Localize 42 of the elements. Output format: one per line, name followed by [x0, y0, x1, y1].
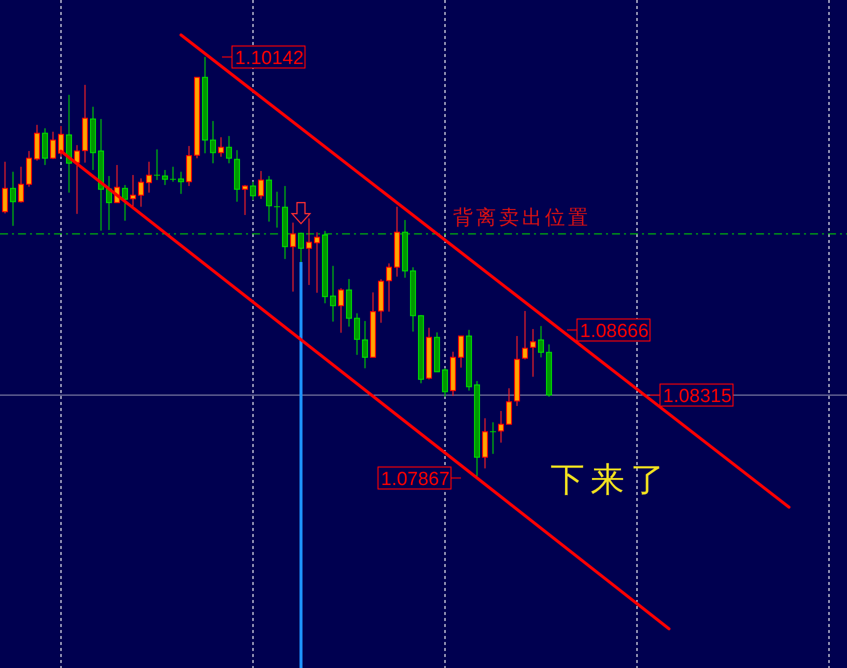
candlestick	[290, 222, 296, 292]
annotation: 下来了	[550, 460, 671, 500]
annotation: 1.07867	[381, 469, 450, 490]
annotation: 1.08666	[580, 321, 649, 342]
candlestick	[506, 388, 512, 425]
candlestick	[338, 288, 344, 334]
candlestick	[530, 328, 536, 378]
candlestick	[522, 310, 528, 360]
candlestick	[538, 326, 544, 358]
annotation: 1.10142	[235, 48, 304, 69]
candlestick	[330, 265, 336, 322]
ref-line-label: 背离卖出位置	[453, 204, 592, 229]
candlestick	[170, 166, 176, 182]
candlestick	[2, 161, 8, 214]
candlestick	[178, 171, 184, 194]
ref-line-label: 1.08315	[663, 386, 732, 408]
candlestick	[242, 184, 248, 216]
candlestick	[122, 184, 128, 222]
candlestick	[10, 171, 16, 226]
candlestick	[154, 148, 160, 181]
candlestick	[50, 131, 56, 160]
candlestick	[362, 320, 368, 369]
candlestick	[218, 136, 224, 158]
candlestick	[146, 161, 152, 194]
candlestick	[210, 120, 216, 164]
candlestick	[250, 181, 256, 201]
candlestick	[458, 336, 464, 368]
candlestick	[18, 166, 24, 204]
candlestick	[298, 232, 304, 263]
candlestick	[258, 170, 264, 200]
candlestick	[130, 174, 136, 209]
candlestick	[138, 178, 144, 208]
candlestick	[386, 262, 392, 312]
candlestick	[162, 170, 168, 186]
candlestick	[442, 368, 448, 398]
candlestick	[498, 410, 504, 444]
candlestick	[354, 312, 360, 356]
candlestick	[226, 136, 232, 164]
candlestick	[306, 218, 312, 286]
candlestick	[490, 422, 496, 454]
candlestick	[314, 232, 320, 294]
candlestick	[274, 191, 280, 228]
